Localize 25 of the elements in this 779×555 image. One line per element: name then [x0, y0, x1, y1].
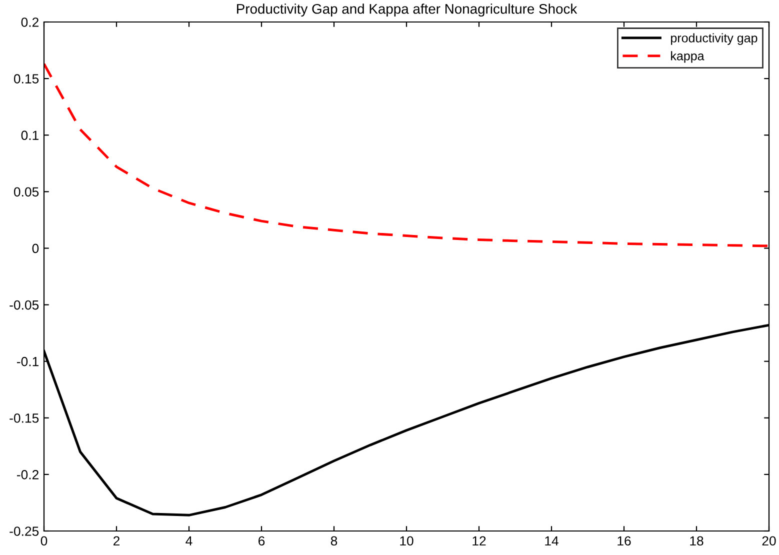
x-tick-label: 20 [762, 536, 776, 546]
x-tick-label: 8 [330, 536, 338, 546]
y-tick-label: 0.15 [14, 74, 39, 84]
x-tick-label: 4 [186, 536, 192, 546]
y-tick-label: -0.1 [16, 356, 38, 366]
x-tick-label: 14 [545, 536, 558, 546]
chart-title: Productivity Gap and Kappa after Nonagriculture Shock [237, 4, 578, 17]
y-tick-label: 0.05 [14, 187, 39, 197]
y-tick-label: 0.2 [21, 18, 38, 27]
y-tick-label: -0.05 [10, 300, 39, 310]
x-tick-label: 18 [690, 536, 704, 546]
y-tick-label: 0 [32, 244, 39, 254]
x-tick-label: 0 [40, 536, 48, 546]
x-tick-label: 6 [258, 536, 265, 546]
y-tick-label: -0.2 [16, 470, 38, 480]
y-tick-label: -0.15 [10, 413, 39, 423]
y-tick-label: -0.25 [10, 526, 39, 536]
x-tick-label: 16 [618, 536, 631, 546]
x-tick-label: 10 [400, 536, 414, 546]
x-tick-label: 2 [113, 536, 120, 546]
legend-label: productivity gap [671, 33, 758, 45]
legend-label: kappa [671, 51, 704, 63]
x-tick-label: 12 [472, 536, 486, 546]
line-series [44, 62, 769, 248]
y-tick-label: 0.1 [21, 130, 38, 140]
